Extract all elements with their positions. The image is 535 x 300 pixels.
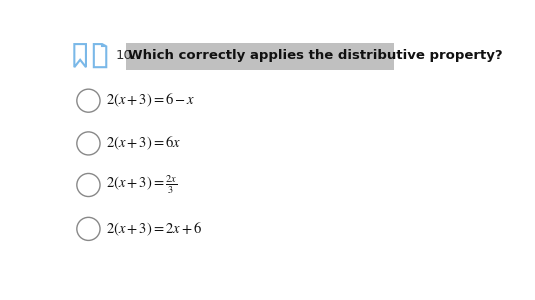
Text: 10.: 10. — [116, 49, 137, 62]
Text: $2(x + 3) = 6 - x$: $2(x + 3) = 6 - x$ — [106, 92, 196, 110]
FancyBboxPatch shape — [126, 43, 394, 70]
Text: $2(x + 3) = 2x + 6$: $2(x + 3) = 2x + 6$ — [106, 220, 203, 238]
Text: $2(x + 3) = \frac{2x}{3}$: $2(x + 3) = \frac{2x}{3}$ — [106, 174, 177, 196]
Text: $2(x + 3) = 6x$: $2(x + 3) = 6x$ — [106, 135, 181, 152]
Text: Which correctly applies the distributive property?: Which correctly applies the distributive… — [128, 49, 503, 62]
